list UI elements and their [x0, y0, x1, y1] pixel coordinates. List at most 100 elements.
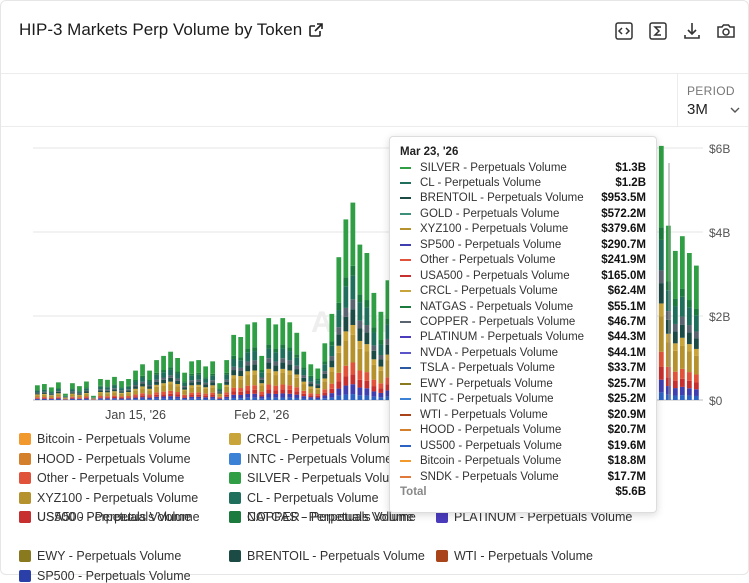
bar-segment[interactable] [126, 393, 131, 396]
bar-segment[interactable] [35, 385, 40, 390]
bar-segment[interactable] [56, 394, 61, 396]
bar-segment[interactable] [329, 367, 334, 371]
bar-segment[interactable] [301, 394, 306, 396]
bar-segment[interactable] [105, 380, 110, 386]
bar-segment[interactable] [273, 394, 278, 398]
bar-segment[interactable] [245, 361, 250, 365]
bar-segment[interactable] [203, 399, 208, 400]
bar-segment[interactable] [350, 299, 355, 309]
bar-segment[interactable] [154, 373, 159, 375]
bar-segment[interactable] [364, 253, 369, 300]
bar-segment[interactable] [217, 399, 222, 400]
bar-segment[interactable] [659, 367, 664, 380]
bar-segment[interactable] [105, 386, 110, 387]
bar-segment[interactable] [56, 399, 61, 400]
bar-segment[interactable] [147, 394, 152, 396]
bar-segment[interactable] [287, 360, 292, 364]
bar-segment[interactable] [119, 398, 124, 399]
bar-segment[interactable] [231, 379, 236, 388]
bar-segment[interactable] [203, 377, 208, 379]
bar-segment[interactable] [687, 332, 692, 344]
bar-segment[interactable] [161, 399, 166, 400]
bar-segment[interactable] [322, 378, 327, 381]
bar-segment[interactable] [666, 386, 671, 395]
bar-segment[interactable] [49, 398, 54, 399]
bar-segment[interactable] [694, 383, 699, 390]
bar-segment[interactable] [322, 389, 327, 392]
bar-segment[interactable] [35, 393, 40, 394]
bar-segment[interactable] [336, 257, 341, 303]
bar-segment[interactable] [287, 364, 292, 370]
bar-segment[interactable] [350, 384, 355, 394]
bar-segment[interactable] [329, 346, 334, 356]
bar-segment[interactable] [315, 397, 320, 399]
bar-segment[interactable] [343, 340, 348, 365]
bar-segment[interactable] [63, 398, 68, 399]
bar-segment[interactable] [56, 393, 61, 394]
bar-segment[interactable] [680, 289, 685, 297]
formula-button[interactable] [646, 19, 670, 43]
bar-segment[interactable] [98, 392, 103, 393]
bar-segment[interactable] [294, 358, 299, 366]
bar-segment[interactable] [294, 387, 299, 391]
bar-segment[interactable] [224, 399, 229, 400]
bar-segment[interactable] [252, 347, 257, 351]
bar-segment[interactable] [175, 384, 180, 386]
bar-segment[interactable] [280, 318, 285, 344]
bar-segment[interactable] [42, 398, 47, 399]
bar-segment[interactable] [308, 388, 313, 393]
bar-segment[interactable] [49, 399, 54, 400]
bar-segment[interactable] [168, 375, 173, 377]
bar-segment[interactable] [238, 371, 243, 376]
bar-segment[interactable] [35, 398, 40, 399]
bar-segment[interactable] [273, 375, 278, 386]
bar-segment[interactable] [49, 392, 54, 394]
bar-segment[interactable] [175, 397, 180, 399]
bar-segment[interactable] [49, 396, 54, 398]
bar-segment[interactable] [357, 294, 362, 302]
bar-segment[interactable] [217, 399, 222, 400]
bar-segment[interactable] [666, 377, 671, 386]
bar-segment[interactable] [70, 383, 75, 388]
bar-segment[interactable] [98, 396, 103, 397]
bar-segment[interactable] [357, 302, 362, 321]
bar-segment[interactable] [694, 266, 699, 309]
bar-segment[interactable] [357, 349, 362, 371]
bar-segment[interactable] [147, 381, 152, 385]
bar-segment[interactable] [105, 392, 110, 393]
bar-segment[interactable] [147, 389, 152, 390]
bar-segment[interactable] [694, 389, 699, 396]
bar-segment[interactable] [49, 395, 54, 396]
bar-segment[interactable] [203, 366, 208, 377]
bar-segment[interactable] [259, 378, 264, 380]
bar-segment[interactable] [308, 382, 313, 384]
bar-segment[interactable] [224, 392, 229, 394]
bar-segment[interactable] [35, 397, 40, 398]
bar-segment[interactable] [70, 397, 75, 398]
bar-segment[interactable] [322, 381, 327, 389]
bar-segment[interactable] [666, 367, 671, 377]
bar-segment[interactable] [98, 398, 103, 399]
bar-segment[interactable] [294, 378, 299, 387]
bar-segment[interactable] [154, 375, 159, 380]
bar-segment[interactable] [680, 325, 685, 338]
bar-segment[interactable] [231, 375, 236, 378]
bar-segment[interactable] [42, 384, 47, 389]
bar-segment[interactable] [666, 320, 671, 334]
bar-segment[interactable] [680, 338, 685, 346]
bar-segment[interactable] [119, 390, 124, 391]
bar-segment[interactable] [280, 362, 285, 369]
bar-segment[interactable] [343, 317, 348, 331]
bar-segment[interactable] [126, 390, 131, 392]
bar-segment[interactable] [252, 374, 257, 385]
bar-segment[interactable] [133, 371, 138, 380]
bar-segment[interactable] [112, 396, 117, 397]
bar-segment[interactable] [154, 360, 159, 373]
bar-segment[interactable] [238, 368, 243, 371]
bar-segment[interactable] [694, 315, 699, 331]
bar-segment[interactable] [56, 388, 61, 389]
bar-segment[interactable] [680, 316, 685, 324]
bar-segment[interactable] [364, 307, 369, 325]
bar-segment[interactable] [329, 360, 334, 367]
bar-segment[interactable] [252, 385, 257, 390]
